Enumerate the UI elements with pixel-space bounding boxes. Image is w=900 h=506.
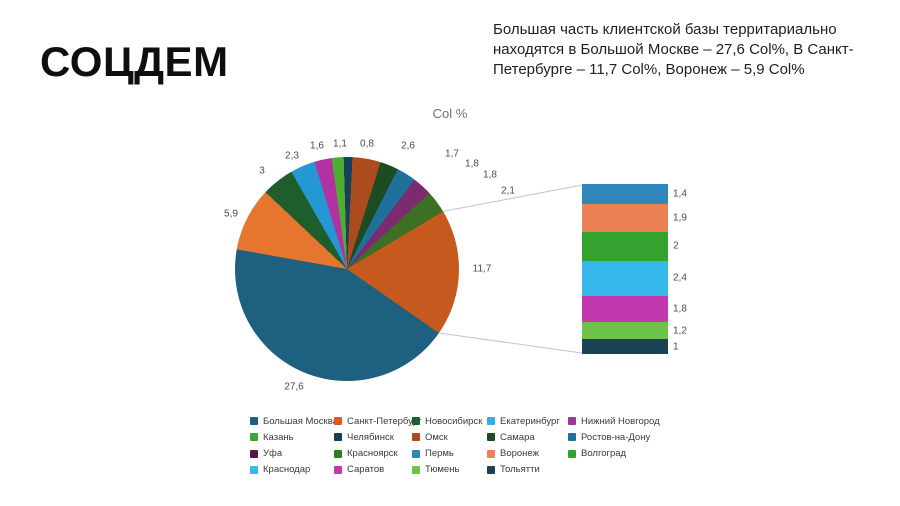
legend-label: Уфа bbox=[263, 448, 283, 460]
legend-label: Новосибирск bbox=[425, 415, 483, 427]
legend-label: Санкт-Петербург bbox=[347, 415, 422, 427]
pie-slice-label: 1,8 bbox=[483, 169, 497, 181]
bar-segment-label: 1,2 bbox=[673, 325, 687, 337]
page-title: СОЦДЕМ bbox=[40, 38, 229, 85]
legend-label: Омск bbox=[425, 431, 448, 443]
bar-segment bbox=[582, 339, 668, 354]
bar-segment bbox=[582, 231, 668, 261]
legend-item: Саратов bbox=[334, 464, 384, 476]
legend-label: Нижний Новгород bbox=[581, 415, 660, 427]
legend-item: Новосибирск bbox=[412, 415, 482, 427]
bar-segment bbox=[582, 321, 668, 340]
legend-swatch bbox=[250, 449, 258, 458]
legend-label: Тюмень bbox=[425, 464, 460, 476]
legend-swatch bbox=[250, 417, 258, 425]
legend-swatch bbox=[334, 433, 342, 442]
legend-label: Красноярск bbox=[347, 448, 398, 460]
legend-item: Большая Москва bbox=[250, 415, 338, 427]
pie-slice-label: 1,1 bbox=[333, 138, 347, 150]
legend-swatch bbox=[334, 449, 342, 458]
bar-segment bbox=[582, 184, 668, 205]
pie-slice-label: 3 bbox=[259, 165, 265, 177]
legend-item: Нижний Новгород bbox=[568, 415, 660, 427]
legend-item: Тольятти bbox=[487, 464, 540, 476]
legend-item: Тюмень bbox=[412, 464, 459, 476]
legend-swatch bbox=[487, 417, 495, 425]
legend-item: Самара bbox=[487, 431, 535, 443]
legend-swatch bbox=[412, 465, 420, 474]
pie-slice-label: 11,7 bbox=[472, 263, 492, 275]
legend-item: Пермь bbox=[412, 448, 454, 460]
legend-item: Краснодар bbox=[250, 464, 310, 476]
connector-line bbox=[438, 332, 583, 354]
legend-item: Екатеринбург bbox=[487, 415, 560, 427]
pie-slice-label: 27,6 bbox=[284, 381, 304, 393]
legend-label: Тольятти bbox=[500, 464, 540, 476]
legend-label: Саратов bbox=[347, 464, 385, 476]
legend-label: Казань bbox=[263, 431, 294, 443]
pie-slice-label: 0,8 bbox=[360, 138, 374, 150]
pie-slice-label: 1,8 bbox=[465, 158, 479, 170]
pie-slice-label: 1,6 bbox=[310, 140, 324, 152]
legend-swatch bbox=[487, 449, 495, 458]
legend-label: Самара bbox=[500, 431, 535, 443]
bar-segment-label: 2 bbox=[673, 240, 679, 252]
legend-swatch bbox=[412, 449, 420, 458]
legend-swatch bbox=[487, 433, 495, 442]
legend-item: Ростов-на-Дону bbox=[568, 431, 650, 443]
legend-label: Екатеринбург bbox=[500, 415, 560, 427]
legend-item: Волгоград bbox=[568, 448, 626, 460]
legend-swatch bbox=[568, 417, 576, 425]
bar-segment bbox=[582, 204, 668, 232]
pie-slice-label: 5,9 bbox=[224, 208, 238, 220]
legend-item: Уфа bbox=[250, 448, 282, 460]
legend-item: Челябинск bbox=[334, 431, 394, 443]
bar-segment-label: 1,4 bbox=[673, 188, 687, 200]
legend-swatch bbox=[250, 465, 258, 474]
bar-segment bbox=[582, 295, 668, 322]
header-description: Большая часть клиентской базы территариа… bbox=[493, 21, 854, 78]
legend-item: Воронеж bbox=[487, 448, 539, 460]
legend-label: Большая Москва bbox=[263, 415, 338, 427]
legend-label: Воронеж bbox=[500, 448, 539, 460]
legend-swatch bbox=[568, 449, 576, 458]
legend-item: Казань bbox=[250, 431, 294, 443]
legend-swatch bbox=[334, 417, 342, 425]
legend-label: Краснодар bbox=[263, 464, 311, 476]
legend-item: Омск bbox=[412, 431, 448, 443]
legend-label: Челябинск bbox=[347, 431, 394, 443]
legend-swatch bbox=[412, 417, 420, 425]
breakout-stacked-bar bbox=[582, 184, 668, 354]
bar-segment-label: 2,4 bbox=[673, 272, 687, 284]
bar-segment bbox=[582, 260, 668, 296]
legend-label: Ростов-на-Дону bbox=[581, 431, 651, 443]
legend-label: Пермь bbox=[425, 448, 454, 460]
legend-swatch bbox=[487, 465, 495, 474]
legend-swatch bbox=[568, 433, 576, 442]
legend-item: Красноярск bbox=[334, 448, 398, 460]
bar-segment-label: 1,8 bbox=[673, 303, 687, 315]
legend-label: Волгоград bbox=[581, 448, 627, 460]
legend-swatch bbox=[412, 433, 420, 442]
bar-segment-label: 1,9 bbox=[673, 212, 687, 224]
pie-slice-label: 1,7 bbox=[445, 148, 459, 160]
pie-slice-label: 2,1 bbox=[501, 185, 515, 197]
pie-slice-label: 2,6 bbox=[401, 140, 415, 152]
legend-swatch bbox=[334, 465, 342, 474]
legend-item: Санкт-Петербург bbox=[334, 415, 422, 427]
pie-slice-label: 2,3 bbox=[285, 150, 299, 162]
bar-segment-label: 1 bbox=[673, 341, 679, 353]
legend-swatch bbox=[250, 433, 258, 442]
chart-title: Col % bbox=[432, 106, 468, 121]
pie-chart bbox=[235, 157, 459, 381]
